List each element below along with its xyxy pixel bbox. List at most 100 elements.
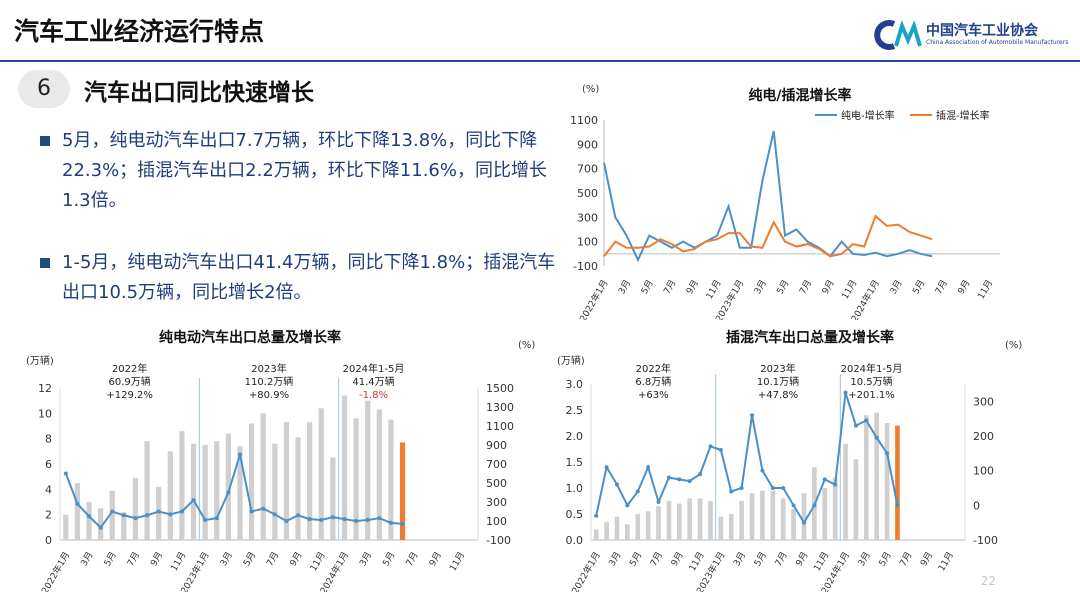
growth-point	[625, 503, 630, 508]
annotation-year: 2023年	[251, 362, 286, 375]
growth-point	[110, 509, 115, 514]
y-tick-label: 1100	[570, 114, 598, 127]
growth-point	[296, 513, 301, 518]
x-tick-label: 11月	[447, 550, 467, 573]
x-tick-label: 5月	[639, 278, 656, 296]
bar	[272, 443, 278, 540]
growth-point	[319, 518, 324, 523]
bar	[190, 443, 197, 540]
growth-point	[801, 520, 806, 525]
bar	[260, 413, 266, 540]
bar	[822, 488, 828, 540]
growth-point	[666, 475, 671, 480]
bar	[376, 409, 382, 540]
y-right-axis-label: (%)	[518, 340, 535, 351]
annotation-growth: +201.1%	[848, 390, 895, 401]
y-left-tick-label: 8	[45, 433, 52, 446]
x-tick-label: 3月	[888, 278, 905, 296]
growth-point	[781, 486, 786, 490]
growth-point	[388, 520, 393, 525]
growth-point	[307, 517, 312, 522]
y-right-tick-label: 700	[486, 458, 507, 471]
x-tick-label: 7月	[648, 550, 665, 568]
bar	[353, 418, 359, 540]
bar	[295, 437, 301, 540]
x-tick-label: 7月	[773, 550, 790, 568]
bar	[874, 412, 880, 540]
bar	[121, 512, 127, 540]
bullet-text: 5月，纯电动汽车出口7.7万辆，环比下降13.8%，同比下降22.3%；插混汽车…	[62, 130, 547, 211]
y-tick-label: 100	[577, 236, 598, 249]
x-tick-label: 9月	[427, 550, 444, 568]
y-left-tick-label: 1.5	[566, 456, 584, 469]
x-tick-label: 9月	[684, 278, 701, 296]
x-tick-label: 3月	[218, 550, 235, 568]
annotation-total: 6.8万辆	[635, 375, 671, 388]
annotation-total: 10.1万辆	[757, 375, 799, 388]
y-axis-label: (%)	[582, 84, 599, 95]
annotation-growth: +47.8%	[758, 390, 798, 401]
growth-point	[843, 390, 848, 395]
x-tick-label: 5月	[381, 550, 398, 568]
section-title: 汽车出口同比快速增长	[84, 80, 314, 106]
bar	[791, 508, 796, 540]
bar	[780, 498, 786, 540]
chart-title: 纯电/插混增长率	[748, 87, 851, 104]
growth-point	[791, 503, 796, 508]
growth-point	[365, 518, 370, 523]
bar	[98, 508, 104, 540]
bullet-item: 1-5月，纯电动汽车出口41.4万辆，同比下降1.8%；插混汽车出口10.5万辆…	[40, 248, 570, 310]
x-tick-label: 2022年1月	[577, 278, 611, 321]
y-left-axis-label: (万辆)	[26, 354, 54, 367]
growth-point	[604, 465, 609, 470]
growth-point	[342, 517, 347, 522]
y-right-tick-label: 300	[486, 496, 507, 509]
growth-point	[822, 477, 827, 482]
x-tick-label: 9月	[820, 278, 837, 296]
y-right-tick-label: 200	[973, 430, 994, 443]
growth-point	[226, 490, 231, 495]
y-right-tick-label: 1300	[486, 401, 514, 414]
section-number: 6	[18, 70, 70, 108]
y-left-tick-label: 4	[45, 483, 52, 496]
x-tick-label: 11月	[976, 278, 996, 301]
bar	[843, 443, 848, 540]
x-tick-label: 9月	[669, 550, 686, 568]
growth-point	[98, 525, 103, 530]
bullet-square-icon	[40, 258, 50, 268]
bar	[283, 422, 290, 540]
growth-point	[377, 516, 382, 521]
x-tick-label: 5月	[102, 550, 119, 568]
x-tick-label: 11月	[687, 550, 707, 573]
growth-point	[635, 489, 640, 494]
slide-header: 汽车工业经济运行特点 中国汽车工业协会 China Association of…	[0, 0, 1080, 62]
bar	[179, 431, 185, 540]
annotation-growth: +63%	[638, 390, 669, 401]
bar	[341, 395, 348, 540]
growth-point	[249, 509, 254, 514]
caam-logo: 中国汽车工业协会 China Association of Automobile…	[872, 18, 1072, 52]
x-tick-label: 7月	[933, 278, 950, 296]
growth-point	[191, 498, 196, 503]
bar	[863, 415, 869, 540]
series-line-2	[603, 214, 933, 258]
x-tick-label: 2022年1月	[39, 550, 73, 593]
bar	[225, 433, 231, 540]
bar	[760, 490, 765, 540]
bar	[749, 493, 755, 540]
growth-point	[833, 482, 838, 487]
growth-point	[614, 482, 619, 487]
growth-line	[64, 454, 403, 530]
y-right-tick-label: -100	[486, 534, 511, 547]
x-tick-label: 11月	[704, 278, 724, 301]
bar	[109, 490, 115, 540]
slide-title: 汽车工业经济运行特点	[14, 17, 265, 46]
bar	[853, 459, 859, 540]
y-right-tick-label: 900	[486, 439, 507, 452]
y-right-tick-label: -100	[973, 534, 998, 547]
bar	[832, 477, 838, 540]
bar	[739, 501, 744, 540]
